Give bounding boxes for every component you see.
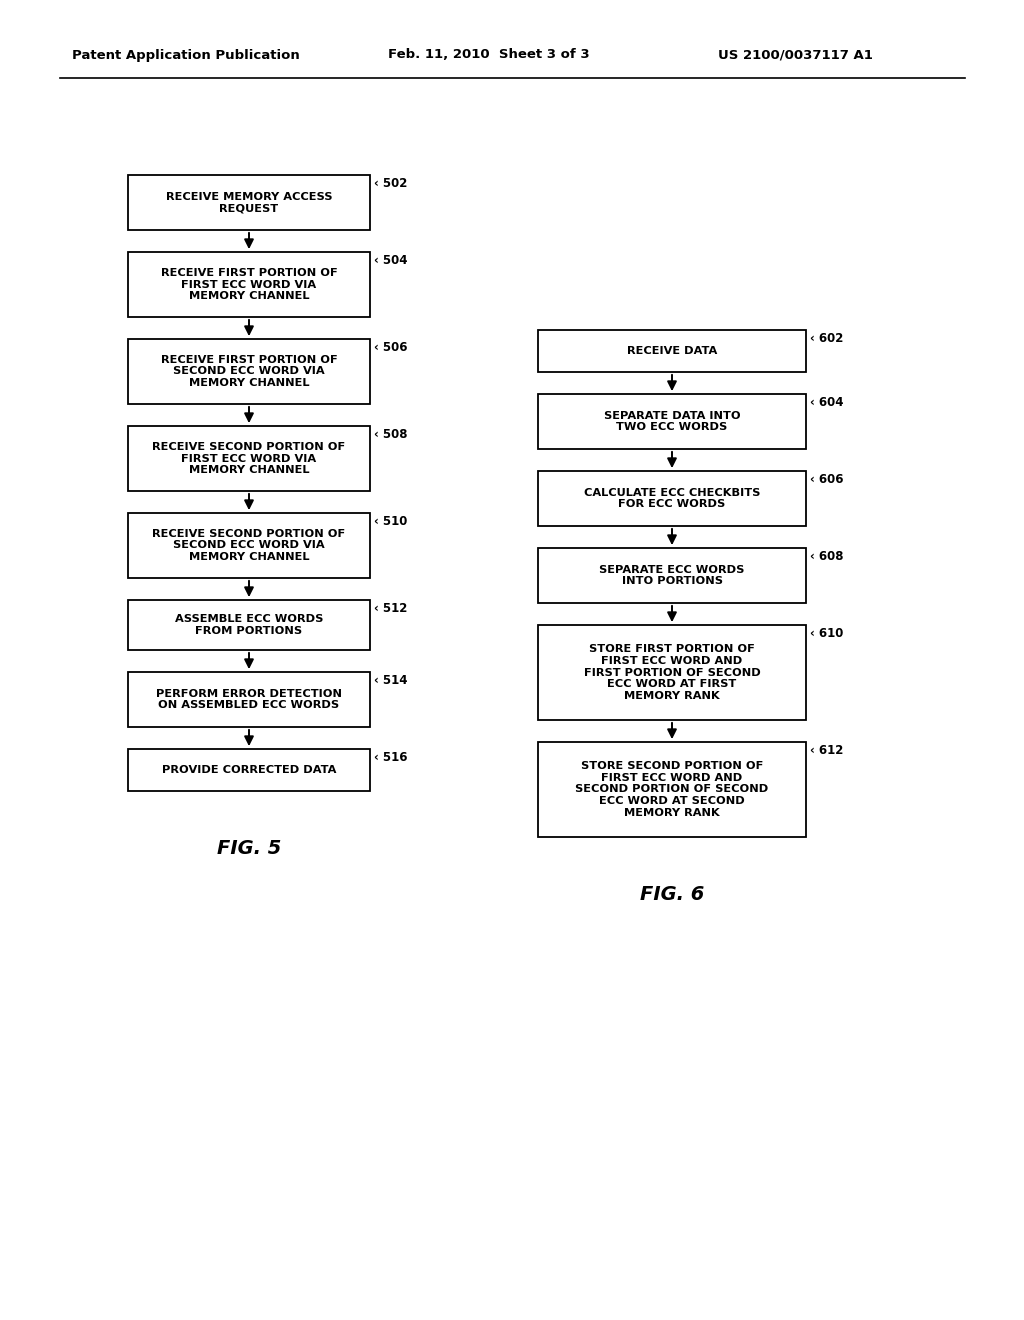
Text: ASSEMBLE ECC WORDS
FROM PORTIONS: ASSEMBLE ECC WORDS FROM PORTIONS <box>175 614 324 636</box>
Text: ‹ 512: ‹ 512 <box>374 602 408 615</box>
Text: PROVIDE CORRECTED DATA: PROVIDE CORRECTED DATA <box>162 766 336 775</box>
Text: Feb. 11, 2010  Sheet 3 of 3: Feb. 11, 2010 Sheet 3 of 3 <box>388 49 590 62</box>
Text: SEPARATE DATA INTO
TWO ECC WORDS: SEPARATE DATA INTO TWO ECC WORDS <box>604 411 740 433</box>
Bar <box>538 742 806 837</box>
Text: ‹ 502: ‹ 502 <box>374 177 408 190</box>
Text: ‹ 508: ‹ 508 <box>374 428 408 441</box>
Text: SEPARATE ECC WORDS
INTO PORTIONS: SEPARATE ECC WORDS INTO PORTIONS <box>599 565 744 586</box>
Bar <box>538 548 806 603</box>
Text: RECEIVE DATA: RECEIVE DATA <box>627 346 717 356</box>
Text: ‹ 612: ‹ 612 <box>810 744 844 756</box>
Bar <box>128 252 370 317</box>
Bar <box>128 339 370 404</box>
Text: ‹ 514: ‹ 514 <box>374 675 408 686</box>
Text: ‹ 602: ‹ 602 <box>810 333 844 345</box>
Text: STORE FIRST PORTION OF
FIRST ECC WORD AND
FIRST PORTION OF SECOND
ECC WORD AT FI: STORE FIRST PORTION OF FIRST ECC WORD AN… <box>584 644 761 701</box>
Text: ‹ 510: ‹ 510 <box>374 515 408 528</box>
Text: ‹ 504: ‹ 504 <box>374 253 408 267</box>
Text: ‹ 506: ‹ 506 <box>374 341 408 354</box>
Bar <box>128 601 370 649</box>
Bar <box>538 624 806 719</box>
Text: CALCULATE ECC CHECKBITS
FOR ECC WORDS: CALCULATE ECC CHECKBITS FOR ECC WORDS <box>584 487 760 510</box>
Bar <box>538 330 806 372</box>
Text: PERFORM ERROR DETECTION
ON ASSEMBLED ECC WORDS: PERFORM ERROR DETECTION ON ASSEMBLED ECC… <box>156 689 342 710</box>
Text: RECEIVE MEMORY ACCESS
REQUEST: RECEIVE MEMORY ACCESS REQUEST <box>166 191 332 214</box>
Text: ‹ 610: ‹ 610 <box>810 627 844 640</box>
Text: ‹ 516: ‹ 516 <box>374 751 408 764</box>
Bar <box>128 426 370 491</box>
Text: ‹ 604: ‹ 604 <box>810 396 844 409</box>
Bar <box>128 176 370 230</box>
Bar <box>538 471 806 525</box>
Text: RECEIVE FIRST PORTION OF
FIRST ECC WORD VIA
MEMORY CHANNEL: RECEIVE FIRST PORTION OF FIRST ECC WORD … <box>161 268 337 301</box>
Text: US 2100/0037117 A1: US 2100/0037117 A1 <box>718 49 872 62</box>
Text: RECEIVE SECOND PORTION OF
SECOND ECC WORD VIA
MEMORY CHANNEL: RECEIVE SECOND PORTION OF SECOND ECC WOR… <box>153 529 346 562</box>
Text: ‹ 606: ‹ 606 <box>810 473 844 486</box>
Text: STORE SECOND PORTION OF
FIRST ECC WORD AND
SECOND PORTION OF SECOND
ECC WORD AT : STORE SECOND PORTION OF FIRST ECC WORD A… <box>575 762 769 817</box>
Text: ‹ 608: ‹ 608 <box>810 550 844 564</box>
Bar <box>128 672 370 727</box>
Text: FIG. 5: FIG. 5 <box>217 838 282 858</box>
Bar <box>128 513 370 578</box>
Text: FIG. 6: FIG. 6 <box>640 884 705 903</box>
Text: RECEIVE SECOND PORTION OF
FIRST ECC WORD VIA
MEMORY CHANNEL: RECEIVE SECOND PORTION OF FIRST ECC WORD… <box>153 442 346 475</box>
Bar <box>128 748 370 791</box>
Text: RECEIVE FIRST PORTION OF
SECOND ECC WORD VIA
MEMORY CHANNEL: RECEIVE FIRST PORTION OF SECOND ECC WORD… <box>161 355 337 388</box>
Bar <box>538 393 806 449</box>
Text: Patent Application Publication: Patent Application Publication <box>72 49 300 62</box>
